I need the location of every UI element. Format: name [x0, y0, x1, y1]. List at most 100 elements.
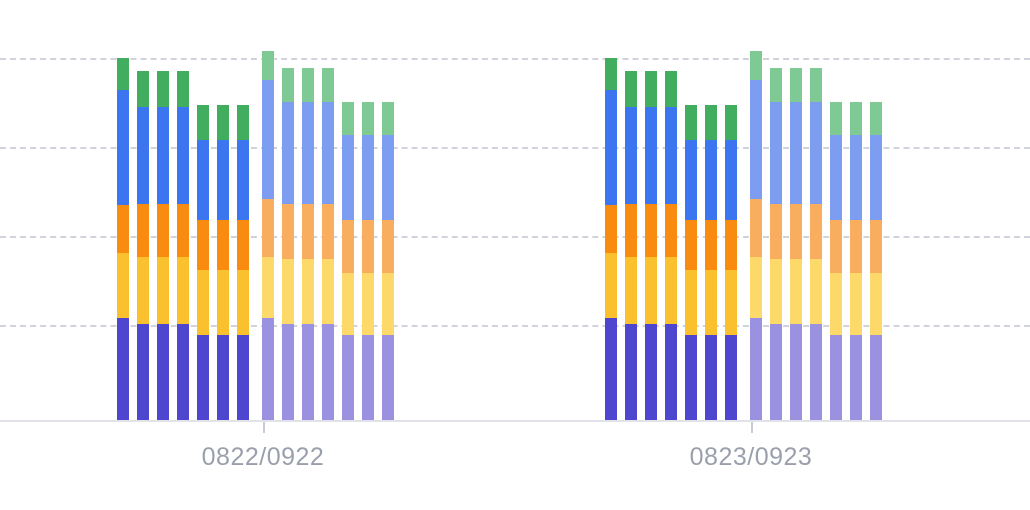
bar-segment-blue [665, 106, 677, 204]
bar[interactable] [685, 104, 697, 420]
bar-segment-yellow [117, 252, 129, 318]
bar-segment-orange [625, 203, 637, 258]
bar-segment-blue [790, 102, 802, 204]
bar[interactable] [262, 50, 274, 420]
bar[interactable] [382, 102, 394, 420]
bar-segment-green [197, 104, 209, 140]
gridline-3 [0, 236, 1030, 238]
bar-segment-purple [645, 323, 657, 420]
bar-segment-blue [262, 80, 274, 200]
bar-segment-green [685, 104, 697, 140]
x-axis-line [0, 420, 1030, 422]
bar-segment-green [725, 104, 737, 140]
bar-segment-purple [262, 317, 274, 420]
bar-segment-purple [830, 335, 842, 420]
bar[interactable] [665, 71, 677, 420]
bar-segment-orange [850, 219, 862, 274]
bar-segment-orange [137, 203, 149, 258]
bar[interactable] [342, 102, 354, 420]
bar-segment-blue [705, 139, 717, 220]
bar-segment-green [157, 71, 169, 107]
bar-segment-blue [217, 139, 229, 220]
bar[interactable] [605, 57, 617, 420]
bar[interactable] [750, 50, 762, 420]
gridline-4 [0, 325, 1030, 327]
bar-segment-orange [262, 199, 274, 258]
bar-segment-purple [790, 323, 802, 420]
bar-segment-yellow [322, 258, 334, 324]
bar-segment-purple [870, 335, 882, 420]
bar-segment-purple [197, 335, 209, 420]
bar[interactable] [850, 102, 862, 420]
bar-segment-orange [810, 203, 822, 259]
bar-segment-green [237, 104, 249, 140]
bar-segment-yellow [605, 252, 617, 318]
bar-segment-blue [625, 106, 637, 204]
bar-segment-blue [830, 135, 842, 220]
bar-segment-green [217, 104, 229, 140]
bar-segment-yellow [362, 273, 374, 336]
bar-segment-purple [810, 323, 822, 420]
bar-segment-purple [342, 335, 354, 420]
bar-segment-green [137, 71, 149, 107]
bar[interactable] [237, 104, 249, 420]
x-axis-label-1: 0823/0923 [689, 443, 813, 471]
bar-segment-yellow [237, 270, 249, 336]
bar-segment-blue [685, 139, 697, 220]
bar-segment-yellow [302, 258, 314, 324]
bar-segment-purple [362, 335, 374, 420]
bar-segment-purple [177, 323, 189, 420]
bar[interactable] [282, 68, 294, 420]
bar[interactable] [322, 68, 334, 420]
bar-segment-green [645, 71, 657, 107]
bar-segment-blue [850, 135, 862, 220]
bar[interactable] [177, 71, 189, 420]
bar-segment-purple [750, 317, 762, 420]
bar-segment-blue [137, 106, 149, 204]
bar[interactable] [117, 57, 129, 420]
bar-segment-orange [790, 203, 802, 259]
bar[interactable] [790, 68, 802, 420]
bar[interactable] [217, 104, 229, 420]
bar-segment-blue [237, 139, 249, 220]
bar-segment-green [605, 57, 617, 90]
gridline-2 [0, 147, 1030, 149]
bar[interactable] [870, 102, 882, 420]
bar[interactable] [197, 104, 209, 420]
bar-segment-blue [770, 102, 782, 204]
bar[interactable] [645, 71, 657, 420]
bar-segment-purple [605, 317, 617, 420]
bar-segment-green [282, 68, 294, 103]
bar-segment-purple [322, 323, 334, 420]
bar-segment-yellow [665, 257, 677, 324]
bar-segment-yellow [177, 257, 189, 324]
bar-segment-yellow [850, 273, 862, 336]
bar-segment-yellow [625, 257, 637, 324]
bar[interactable] [810, 68, 822, 420]
bar[interactable] [302, 68, 314, 420]
bar-segment-blue [870, 135, 882, 220]
bar-segment-orange [362, 219, 374, 274]
bar-segment-blue [177, 106, 189, 204]
bar-segment-purple [625, 323, 637, 420]
bar-segment-yellow [750, 257, 762, 318]
bar-segment-green [870, 102, 882, 136]
bar[interactable] [770, 68, 782, 420]
bar-segment-orange [770, 203, 782, 259]
bar[interactable] [705, 104, 717, 420]
bar[interactable] [137, 71, 149, 420]
bar[interactable] [362, 102, 374, 420]
bar-segment-blue [302, 102, 314, 204]
bar-segment-orange [322, 203, 334, 259]
bar-segment-orange [217, 219, 229, 271]
bar-segment-purple [705, 335, 717, 420]
bar-segment-blue [645, 106, 657, 204]
bar[interactable] [725, 104, 737, 420]
bar[interactable] [625, 71, 637, 420]
bar[interactable] [830, 102, 842, 420]
bar-segment-yellow [770, 258, 782, 324]
bar[interactable] [157, 71, 169, 420]
bar-segment-yellow [685, 270, 697, 336]
